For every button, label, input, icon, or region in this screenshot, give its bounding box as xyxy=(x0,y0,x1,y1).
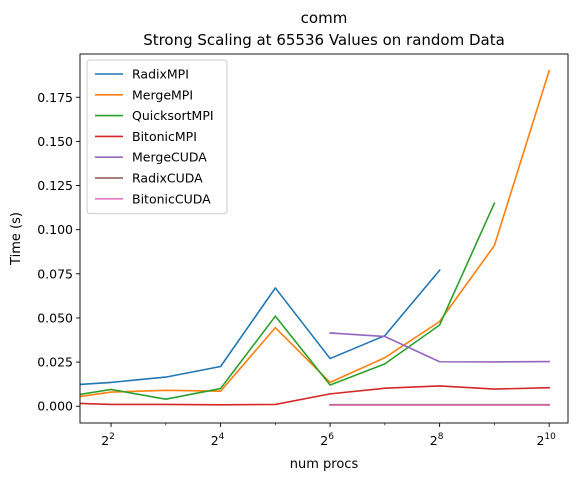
x-tick-label: 28 xyxy=(430,432,444,448)
y-tick-label: 0.050 xyxy=(37,310,73,325)
chart-subtitle: Strong Scaling at 65536 Values on random… xyxy=(143,31,505,49)
y-tick-label: 0.100 xyxy=(37,222,73,237)
x-tick-label-base: 2 xyxy=(211,433,219,448)
x-tick-label-base: 2 xyxy=(536,433,544,448)
legend-label: RadixCUDA xyxy=(132,171,203,186)
legend-label: RadixMPI xyxy=(132,67,189,82)
x-tick-label-exponent: 2 xyxy=(109,432,115,442)
y-tick-label: 0.150 xyxy=(37,134,73,149)
x-tick-label: 210 xyxy=(536,432,556,448)
series-line-bitonicmpi xyxy=(56,386,549,405)
x-tick-label-base: 2 xyxy=(101,433,109,448)
x-axis-ticks: 22 24 26 28 210 xyxy=(101,423,556,448)
series-line-mergecuda xyxy=(330,333,549,362)
x-tick-label: 26 xyxy=(320,432,334,448)
y-tick-label: 0.025 xyxy=(37,355,73,370)
legend: RadixMPI MergeMPI QuicksortMPI BitonicMPI Me… xyxy=(87,60,227,214)
x-tick-label: 24 xyxy=(211,432,225,448)
x-tick-label-exponent: 8 xyxy=(438,432,444,442)
series-line-quicksortmpi xyxy=(56,203,494,399)
y-tick-label: 0.125 xyxy=(37,178,73,193)
y-axis-label: Time (s) xyxy=(9,212,24,266)
legend-label: QuicksortMPI xyxy=(132,108,214,123)
legend-label: BitonicCUDA xyxy=(132,191,211,206)
x-tick-label-exponent: 6 xyxy=(328,432,334,442)
x-tick-label-base: 2 xyxy=(320,433,328,448)
x-tick-label-exponent: 10 xyxy=(544,432,556,442)
legend-label: BitonicMPI xyxy=(132,129,197,144)
x-tick-label: 22 xyxy=(101,432,115,448)
legend-label: MergeMPI xyxy=(132,87,193,102)
x-axis-label: num procs xyxy=(290,457,359,472)
x-tick-label-base: 2 xyxy=(430,433,438,448)
chart-title: comm xyxy=(301,9,348,27)
y-tick-label: 0.175 xyxy=(37,90,73,105)
y-axis-ticks: 0.000 0.025 0.050 0.075 0.100 0.125 0.150 0.175 xyxy=(37,90,80,414)
x-tick-label-exponent: 4 xyxy=(219,432,225,442)
y-tick-label: 0.000 xyxy=(37,399,73,414)
y-tick-label: 0.075 xyxy=(37,266,73,281)
legend-label: MergeCUDA xyxy=(132,150,207,165)
series-line-radixmpi xyxy=(56,270,439,386)
